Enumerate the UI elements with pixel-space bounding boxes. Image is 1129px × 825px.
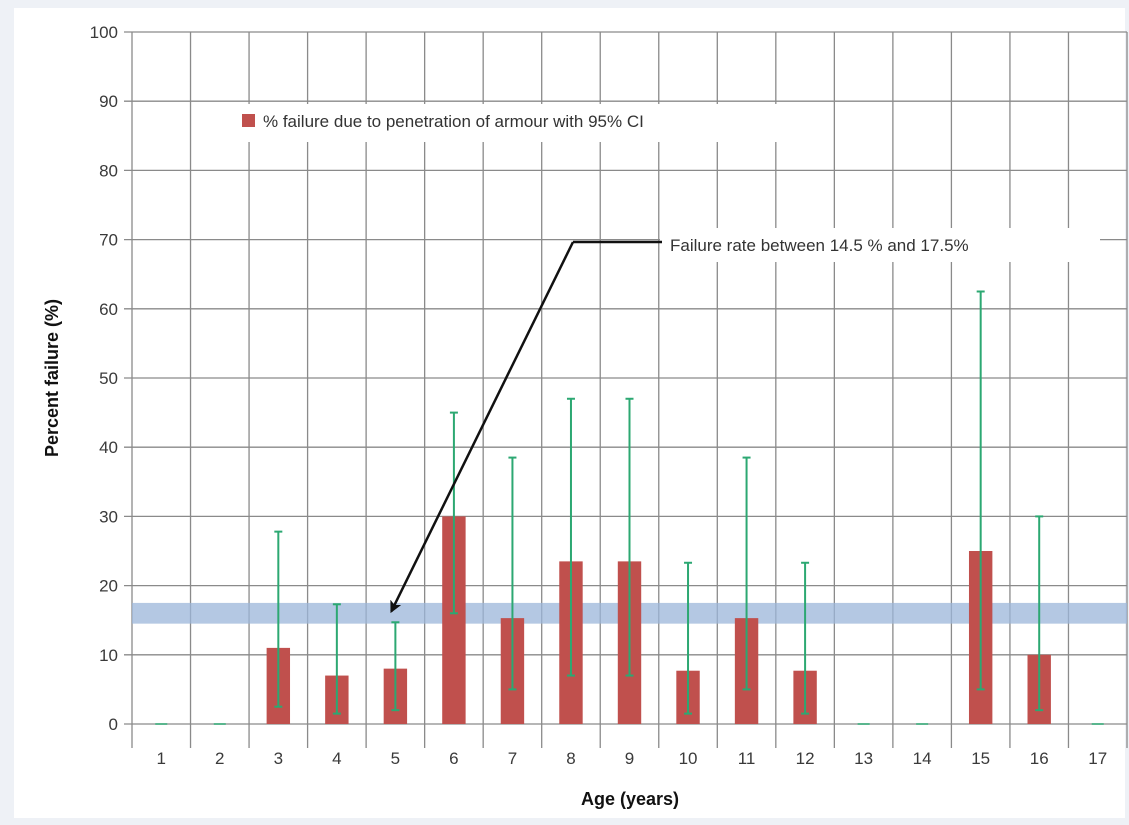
- x-axis-title: Age (years): [581, 789, 679, 809]
- x-tick-label: 11: [738, 749, 756, 768]
- y-tick-label: 40: [99, 438, 118, 457]
- annotation-text: Failure rate between 14.5 % and 17.5%: [670, 236, 969, 255]
- x-tick-label: 2: [215, 749, 224, 768]
- x-tick-label: 16: [1030, 749, 1049, 768]
- x-tick-label: 4: [332, 749, 341, 768]
- x-tick-label: 7: [508, 749, 517, 768]
- y-tick-label: 90: [99, 92, 118, 111]
- annotation: Failure rate between 14.5 % and 17.5%: [390, 228, 1100, 614]
- y-tick-label: 100: [90, 23, 118, 42]
- y-tick-label: 70: [99, 231, 118, 250]
- legend-label: % failure due to penetration of armour w…: [263, 112, 644, 131]
- y-tick-label: 60: [99, 300, 118, 319]
- y-axis-title: Percent failure (%): [42, 299, 62, 457]
- annotation-box: [660, 228, 1100, 262]
- legend-swatch: [242, 114, 255, 127]
- x-tick-label: 9: [625, 749, 634, 768]
- x-tick-label: 5: [391, 749, 400, 768]
- x-tick-label: 8: [566, 749, 575, 768]
- legend-box: [222, 104, 832, 142]
- y-tick-label: 10: [99, 646, 118, 665]
- y-tick-label: 0: [109, 715, 118, 734]
- x-tick-label: 13: [854, 749, 873, 768]
- legend: % failure due to penetration of armour w…: [222, 104, 832, 142]
- error-bars: [274, 290, 1044, 715]
- x-tick-label: 10: [679, 749, 698, 768]
- bar: [442, 516, 466, 724]
- annotation-arrow: [390, 241, 575, 614]
- y-tick-label: 30: [99, 507, 118, 526]
- x-tick-label: 6: [449, 749, 458, 768]
- y-tick-label: 20: [99, 577, 118, 596]
- grid: [124, 31, 1128, 748]
- x-tick-label: 14: [913, 749, 932, 768]
- y-tick-label: 50: [99, 369, 118, 388]
- x-tick-label: 1: [157, 749, 166, 768]
- x-tick-label: 12: [796, 749, 815, 768]
- x-tick-label: 17: [1088, 749, 1107, 768]
- y-tick-label: 80: [99, 161, 118, 180]
- x-tick-label: 15: [971, 749, 990, 768]
- x-tick-label: 3: [274, 749, 283, 768]
